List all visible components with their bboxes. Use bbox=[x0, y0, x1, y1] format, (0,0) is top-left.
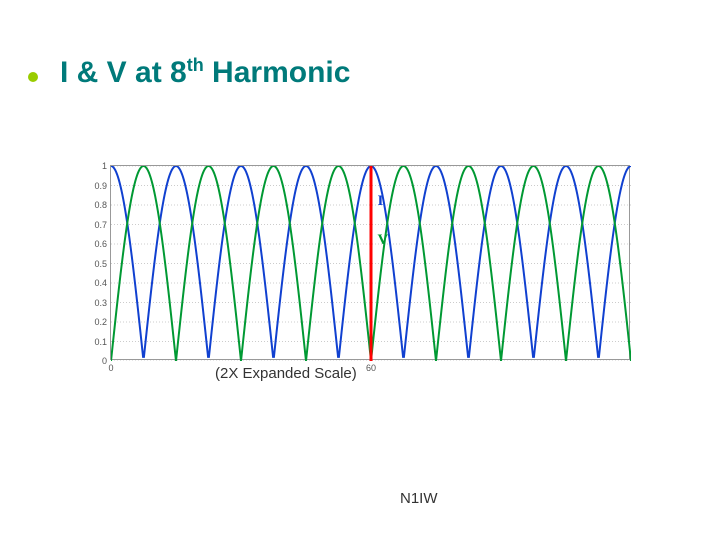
title-pre: I & V at 8 bbox=[60, 56, 187, 89]
series-label-I: I bbox=[378, 193, 384, 210]
slide-footer: N1IW bbox=[400, 490, 438, 507]
ytick-label: 0.9 bbox=[94, 181, 107, 191]
ytick-label: 0.3 bbox=[94, 298, 107, 308]
harmonic-chart: 00.10.20.30.40.50.60.70.80.91060IV bbox=[110, 165, 630, 360]
ytick-label: 0.4 bbox=[94, 278, 107, 288]
xtick-label: 0 bbox=[108, 363, 113, 373]
ytick-label: 0.5 bbox=[94, 259, 107, 269]
chart-svg bbox=[111, 166, 631, 361]
series-label-V: V bbox=[378, 232, 389, 249]
xtick-label: 60 bbox=[366, 363, 376, 373]
title-sup: th bbox=[187, 55, 204, 75]
page-title: I & V at 8th Harmonic bbox=[60, 55, 350, 90]
ytick-label: 0.2 bbox=[94, 317, 107, 327]
ytick-label: 0.7 bbox=[94, 220, 107, 230]
title-bullet bbox=[28, 72, 38, 82]
ytick-label: 0 bbox=[102, 356, 107, 366]
title-post: Harmonic bbox=[204, 56, 351, 89]
ytick-label: 0.8 bbox=[94, 200, 107, 210]
ytick-label: 0.1 bbox=[94, 337, 107, 347]
ytick-label: 0.6 bbox=[94, 239, 107, 249]
ytick-label: 1 bbox=[102, 161, 107, 171]
chart-subtitle: (2X Expanded Scale) bbox=[215, 365, 357, 382]
